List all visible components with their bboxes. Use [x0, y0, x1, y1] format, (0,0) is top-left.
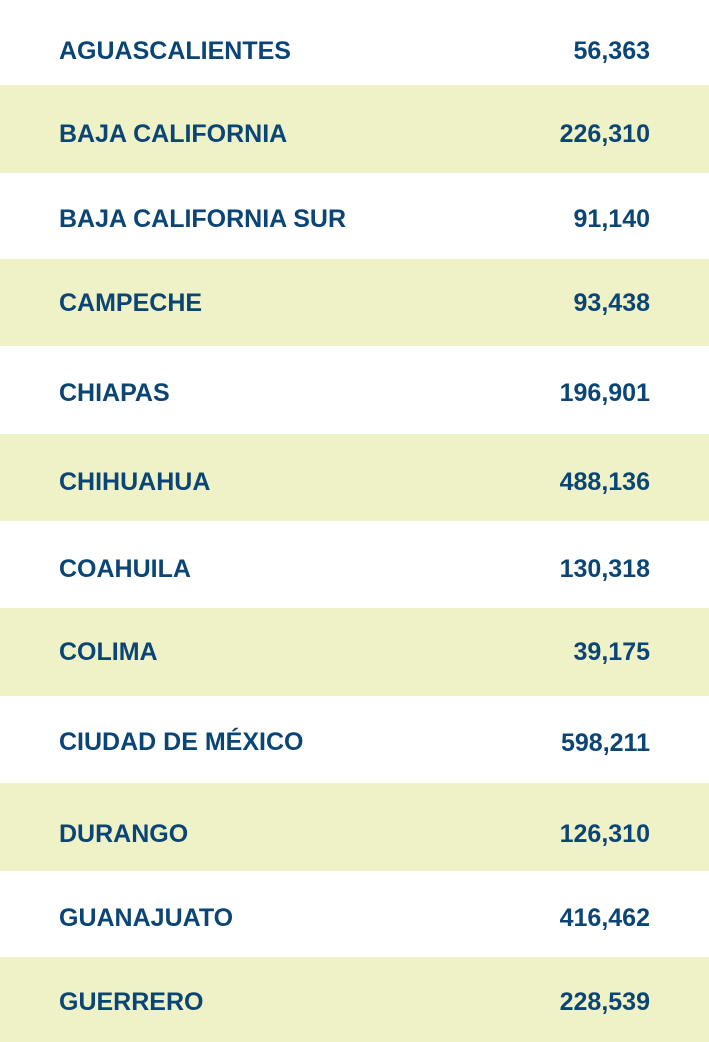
state-name: COLIMA: [59, 638, 158, 666]
state-name: BAJA CALIFORNIA SUR: [59, 205, 347, 233]
table-row: CAMPECHE 93,438: [0, 259, 709, 346]
state-value: 228,539: [559, 988, 650, 1016]
state-value: 226,310: [559, 120, 650, 148]
table-row: CHIHUAHUA 488,136: [0, 434, 709, 521]
state-value: 39,175: [573, 638, 650, 666]
table-row: BAJA CALIFORNIA SUR 91,140: [0, 173, 709, 259]
table-row: DURANGO 126,310: [0, 783, 709, 871]
state-name: DURANGO: [59, 820, 189, 848]
table-row: COAHUILA 130,318: [0, 521, 709, 608]
table-row: BAJA CALIFORNIA 226,310: [0, 85, 709, 173]
state-name: CIUDAD DE MÉXICO: [59, 728, 304, 756]
state-value: 126,310: [559, 820, 650, 848]
state-value: 56,363: [573, 37, 650, 65]
table-row: GUERRERO 228,539: [0, 957, 709, 1042]
state-name: AGUASCALIENTES: [59, 37, 291, 65]
table-row: AGUASCALIENTES 56,363: [0, 0, 709, 85]
state-name: CAMPECHE: [59, 289, 203, 317]
state-name: BAJA CALIFORNIA: [59, 120, 288, 148]
state-value: 196,901: [559, 379, 650, 407]
table-row: GUANAJUATO 416,462: [0, 871, 709, 957]
state-name: GUANAJUATO: [59, 904, 234, 932]
state-name: CHIHUAHUA: [59, 468, 211, 496]
state-value: 488,136: [559, 468, 650, 496]
state-name: CHIAPAS: [59, 379, 170, 407]
table-row: COLIMA 39,175: [0, 608, 709, 696]
state-name: GUERRERO: [59, 988, 204, 1016]
state-value: 130,318: [559, 555, 650, 583]
state-name: COAHUILA: [59, 555, 191, 583]
state-value: 91,140: [573, 205, 650, 233]
state-value: 416,462: [559, 904, 650, 932]
table-row: CHIAPAS 196,901: [0, 346, 709, 434]
table-row: CIUDAD DE MÉXICO 598,211: [0, 696, 709, 783]
state-value: 598,211: [561, 729, 650, 757]
state-value: 93,438: [573, 289, 650, 317]
